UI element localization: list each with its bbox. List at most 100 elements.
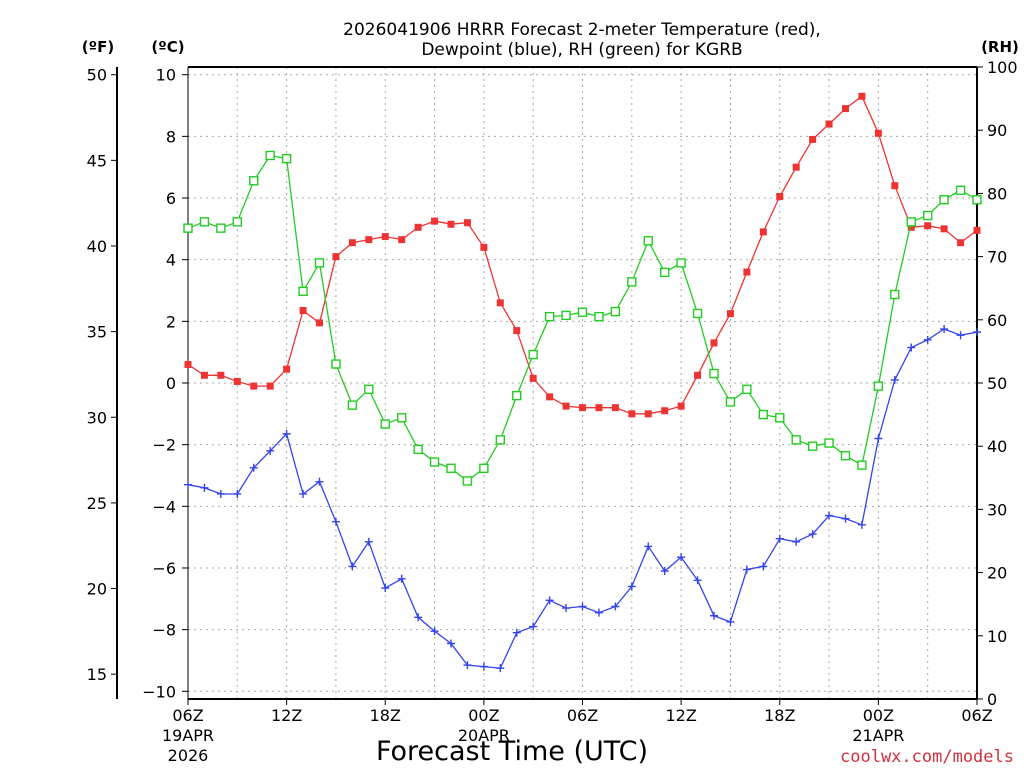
rh-point [906, 217, 916, 227]
dewpoint-point [644, 542, 653, 551]
dewpoint-point [792, 537, 801, 546]
rh-point [643, 236, 653, 246]
temperature-point [726, 310, 734, 318]
rh-tick-label: 80 [987, 184, 1007, 203]
rh-point [561, 310, 571, 321]
dewpoint-point [184, 480, 192, 489]
temperature-point [743, 268, 751, 276]
dewpoint-point [841, 514, 850, 523]
temperature-point [579, 404, 586, 412]
temperature-point [694, 371, 702, 379]
fahrenheit-axis-unit: (ºF) [82, 38, 114, 56]
rh-tick-label: 20 [987, 564, 1007, 583]
dewpoint-point [299, 489, 308, 498]
rh-point [742, 384, 752, 395]
temperature-point [628, 410, 636, 418]
dewpoint-point [940, 325, 949, 334]
rh-point [249, 176, 259, 186]
temperature-point [233, 377, 241, 385]
temperature-point [447, 220, 455, 228]
celsius-tick-label: −10 [142, 682, 176, 701]
credit-text: coolwx.com/models [840, 747, 1014, 767]
data-series [183, 92, 982, 673]
fahrenheit-tick-label: 45 [87, 151, 107, 170]
temperature-point [677, 402, 685, 410]
temperature-point [891, 182, 899, 190]
rh-point [446, 463, 456, 474]
rh-tick-label: 90 [987, 121, 1007, 140]
dewpoint-point [529, 622, 538, 631]
rh-point [890, 289, 900, 300]
temperature-point [957, 239, 965, 247]
dewpoint-point [200, 483, 209, 492]
temperature-point [496, 299, 504, 307]
x-tick-label: 18Z [370, 706, 401, 725]
rh-point [462, 476, 473, 486]
rh-point [610, 306, 621, 317]
dewpoint-point [693, 576, 702, 585]
temperature-point [661, 407, 669, 415]
chart-title-line2: Dewpoint (blue), RH (green) for KGRB [421, 40, 742, 60]
celsius-tick-label: 6 [166, 189, 176, 208]
x-tick-label: 12Z [665, 706, 696, 725]
rh-point [676, 258, 686, 268]
dewpoint-point [266, 446, 275, 455]
dewpoint-point [677, 553, 686, 562]
rh-point [725, 397, 736, 407]
temperature-point [283, 365, 291, 373]
temperature-point [200, 371, 208, 379]
rh-point [429, 457, 440, 467]
rh-point [413, 444, 423, 455]
rh-point [594, 311, 604, 322]
rh-point [216, 223, 226, 233]
temperature-point [398, 236, 406, 244]
dewpoint-point [907, 343, 916, 352]
rh-point [314, 258, 325, 268]
dewpoint-point [447, 639, 455, 648]
temperature-point [710, 339, 718, 347]
temperature-point [480, 243, 488, 251]
rh-point [873, 381, 884, 391]
temperature-point [595, 404, 603, 412]
temperature-point [332, 253, 340, 261]
temperature-point [184, 361, 192, 369]
rh-point [758, 409, 769, 420]
x-tick-label: 06Z [567, 706, 598, 725]
dewpoint-point [923, 335, 932, 344]
celsius-tick-label: −2 [152, 436, 176, 455]
fahrenheit-tick-label: 40 [87, 237, 107, 256]
dewpoint-point [496, 664, 505, 673]
rh-tick-label: 100 [987, 58, 1018, 77]
dewpoint-point [562, 604, 571, 613]
dewpoint-point [874, 434, 883, 443]
temperature-point [529, 374, 537, 382]
rh-series [183, 150, 982, 486]
rh-point [791, 435, 801, 445]
dewpoint-point [956, 331, 965, 340]
temperature-point [776, 192, 784, 200]
dewpoint-point [282, 429, 291, 438]
rh-point [807, 441, 818, 451]
rh-point [199, 217, 210, 227]
temperature-point [250, 382, 258, 390]
dewpoint-point [808, 530, 817, 539]
rh-point [775, 413, 785, 423]
fahrenheit-tick-label: 35 [87, 323, 107, 342]
rh-point [298, 286, 308, 297]
temperature-point [924, 222, 932, 230]
temperature-point [842, 105, 849, 113]
dewpoint-point [216, 489, 225, 498]
rh-tick-label: 30 [987, 500, 1007, 519]
rh-tick-label: 60 [987, 311, 1007, 330]
dewpoint-point [775, 534, 784, 543]
rh-point [627, 277, 637, 287]
dewpoint-point [348, 562, 357, 571]
celsius-tick-label: 10 [156, 66, 176, 85]
celsius-tick-label: 8 [166, 127, 176, 146]
temperature-point [562, 402, 570, 410]
x-tick-label: 12Z [271, 706, 302, 725]
dewpoint-point [233, 489, 242, 498]
temperature-point [940, 225, 948, 233]
temperature-point [825, 120, 833, 128]
